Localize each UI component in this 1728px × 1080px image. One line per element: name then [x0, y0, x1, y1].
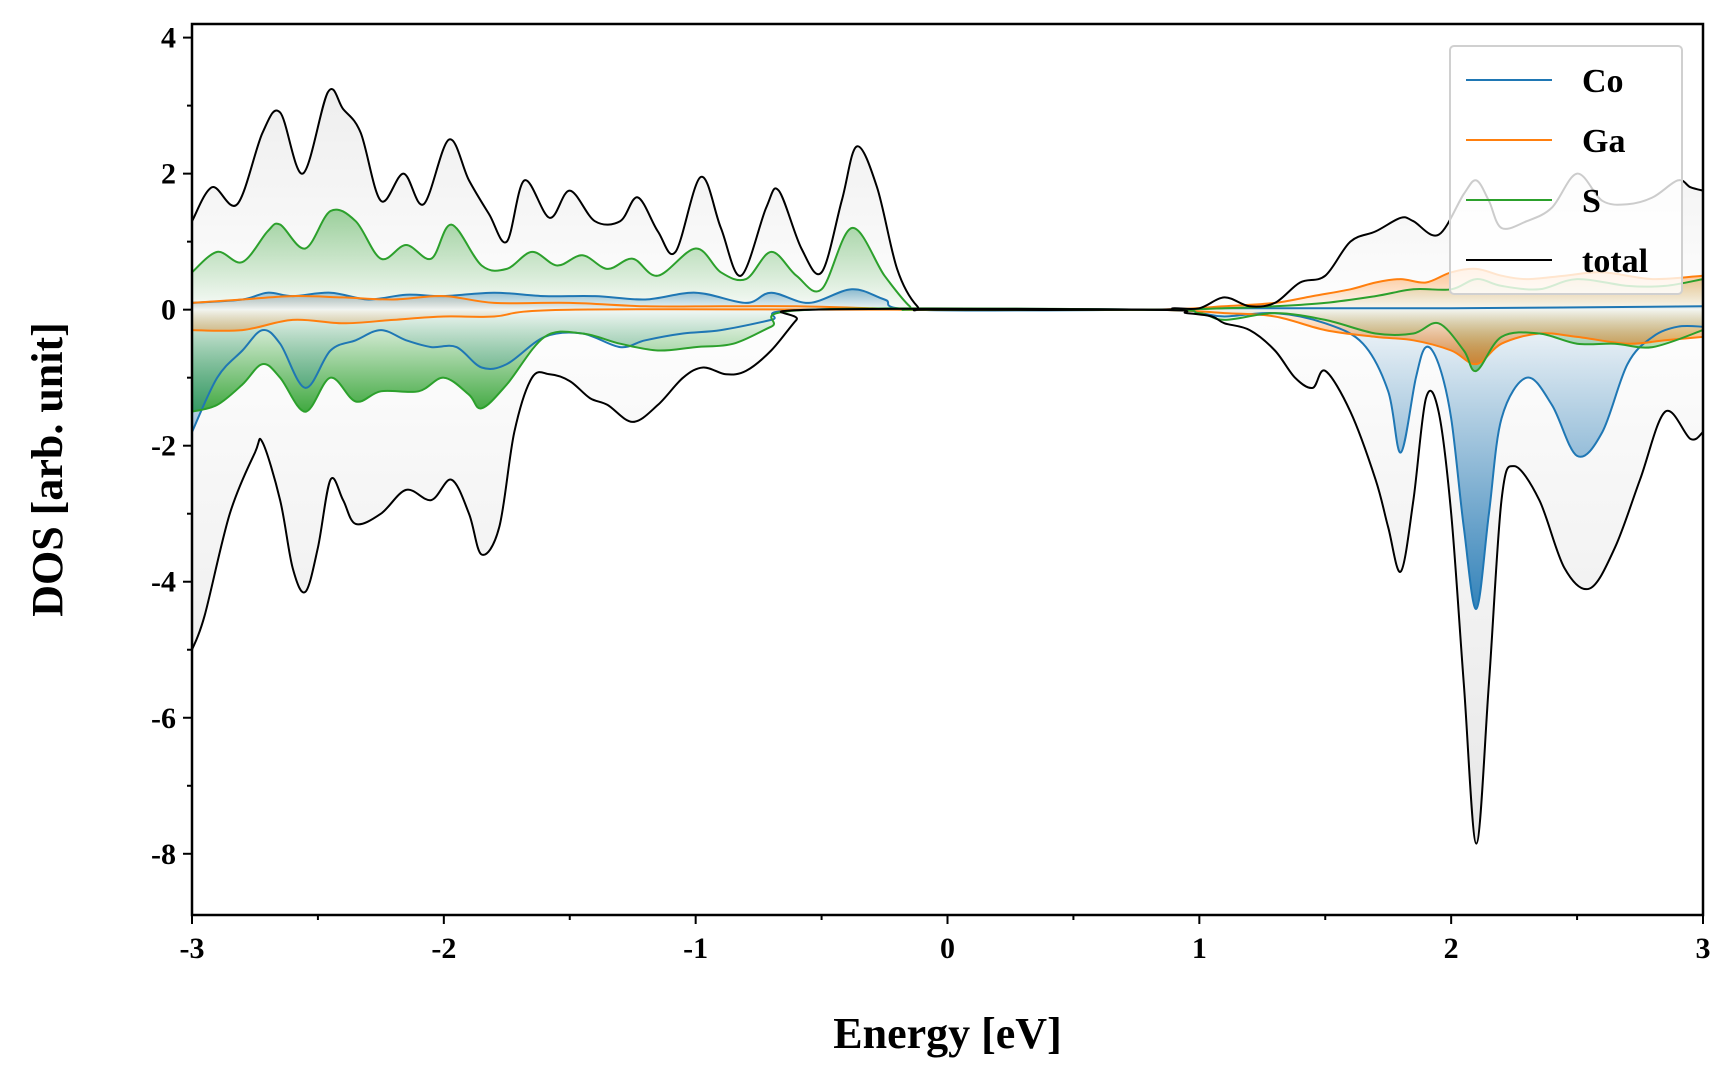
x-tick-labels: -3 -2 -1 0 1 2 3 — [180, 932, 1711, 965]
x-tick-label: 3 — [1696, 932, 1711, 965]
y-tick-label: -6 — [151, 702, 176, 735]
fill-co-down — [192, 308, 1703, 609]
y-tick-label: 0 — [161, 294, 176, 327]
fill-ga-up — [192, 268, 1703, 310]
fill-s-up — [192, 209, 1703, 310]
fill-total-up — [192, 88, 1703, 311]
axis-ticks — [183, 36, 1704, 924]
fill-areas — [192, 88, 1703, 844]
legend-box — [1449, 45, 1683, 295]
line-s-down — [191, 307, 1704, 413]
y-tick-label: 2 — [161, 158, 176, 191]
legend-label-total: total — [1582, 243, 1648, 280]
y-tick-labels: 4 2 0 -2 -4 -6 -8 — [151, 22, 176, 871]
x-tick-label: 2 — [1444, 932, 1459, 965]
x-tick-label: 0 — [940, 932, 955, 965]
y-tick-label: 4 — [161, 22, 176, 55]
series-lines — [191, 88, 1704, 845]
x-axis-label: Energy [eV] — [833, 1009, 1062, 1058]
y-tick-label: -8 — [151, 838, 176, 871]
y-tick-label: -2 — [151, 430, 176, 463]
x-tick-label: -2 — [431, 932, 456, 965]
y-axis-label: DOS [arb. unit] — [23, 322, 72, 617]
y-tick-label: -4 — [151, 566, 176, 599]
legend-label-co: Co — [1582, 63, 1624, 100]
x-tick-label: -1 — [683, 932, 708, 965]
legend-label-ga: Ga — [1582, 123, 1625, 160]
x-tick-label: 1 — [1192, 932, 1207, 965]
line-total-down — [191, 307, 1704, 845]
x-tick-label: -3 — [180, 932, 205, 965]
legend-label-s: S — [1582, 183, 1601, 220]
line-s-up — [191, 208, 1704, 311]
fill-co-up — [192, 289, 1703, 311]
